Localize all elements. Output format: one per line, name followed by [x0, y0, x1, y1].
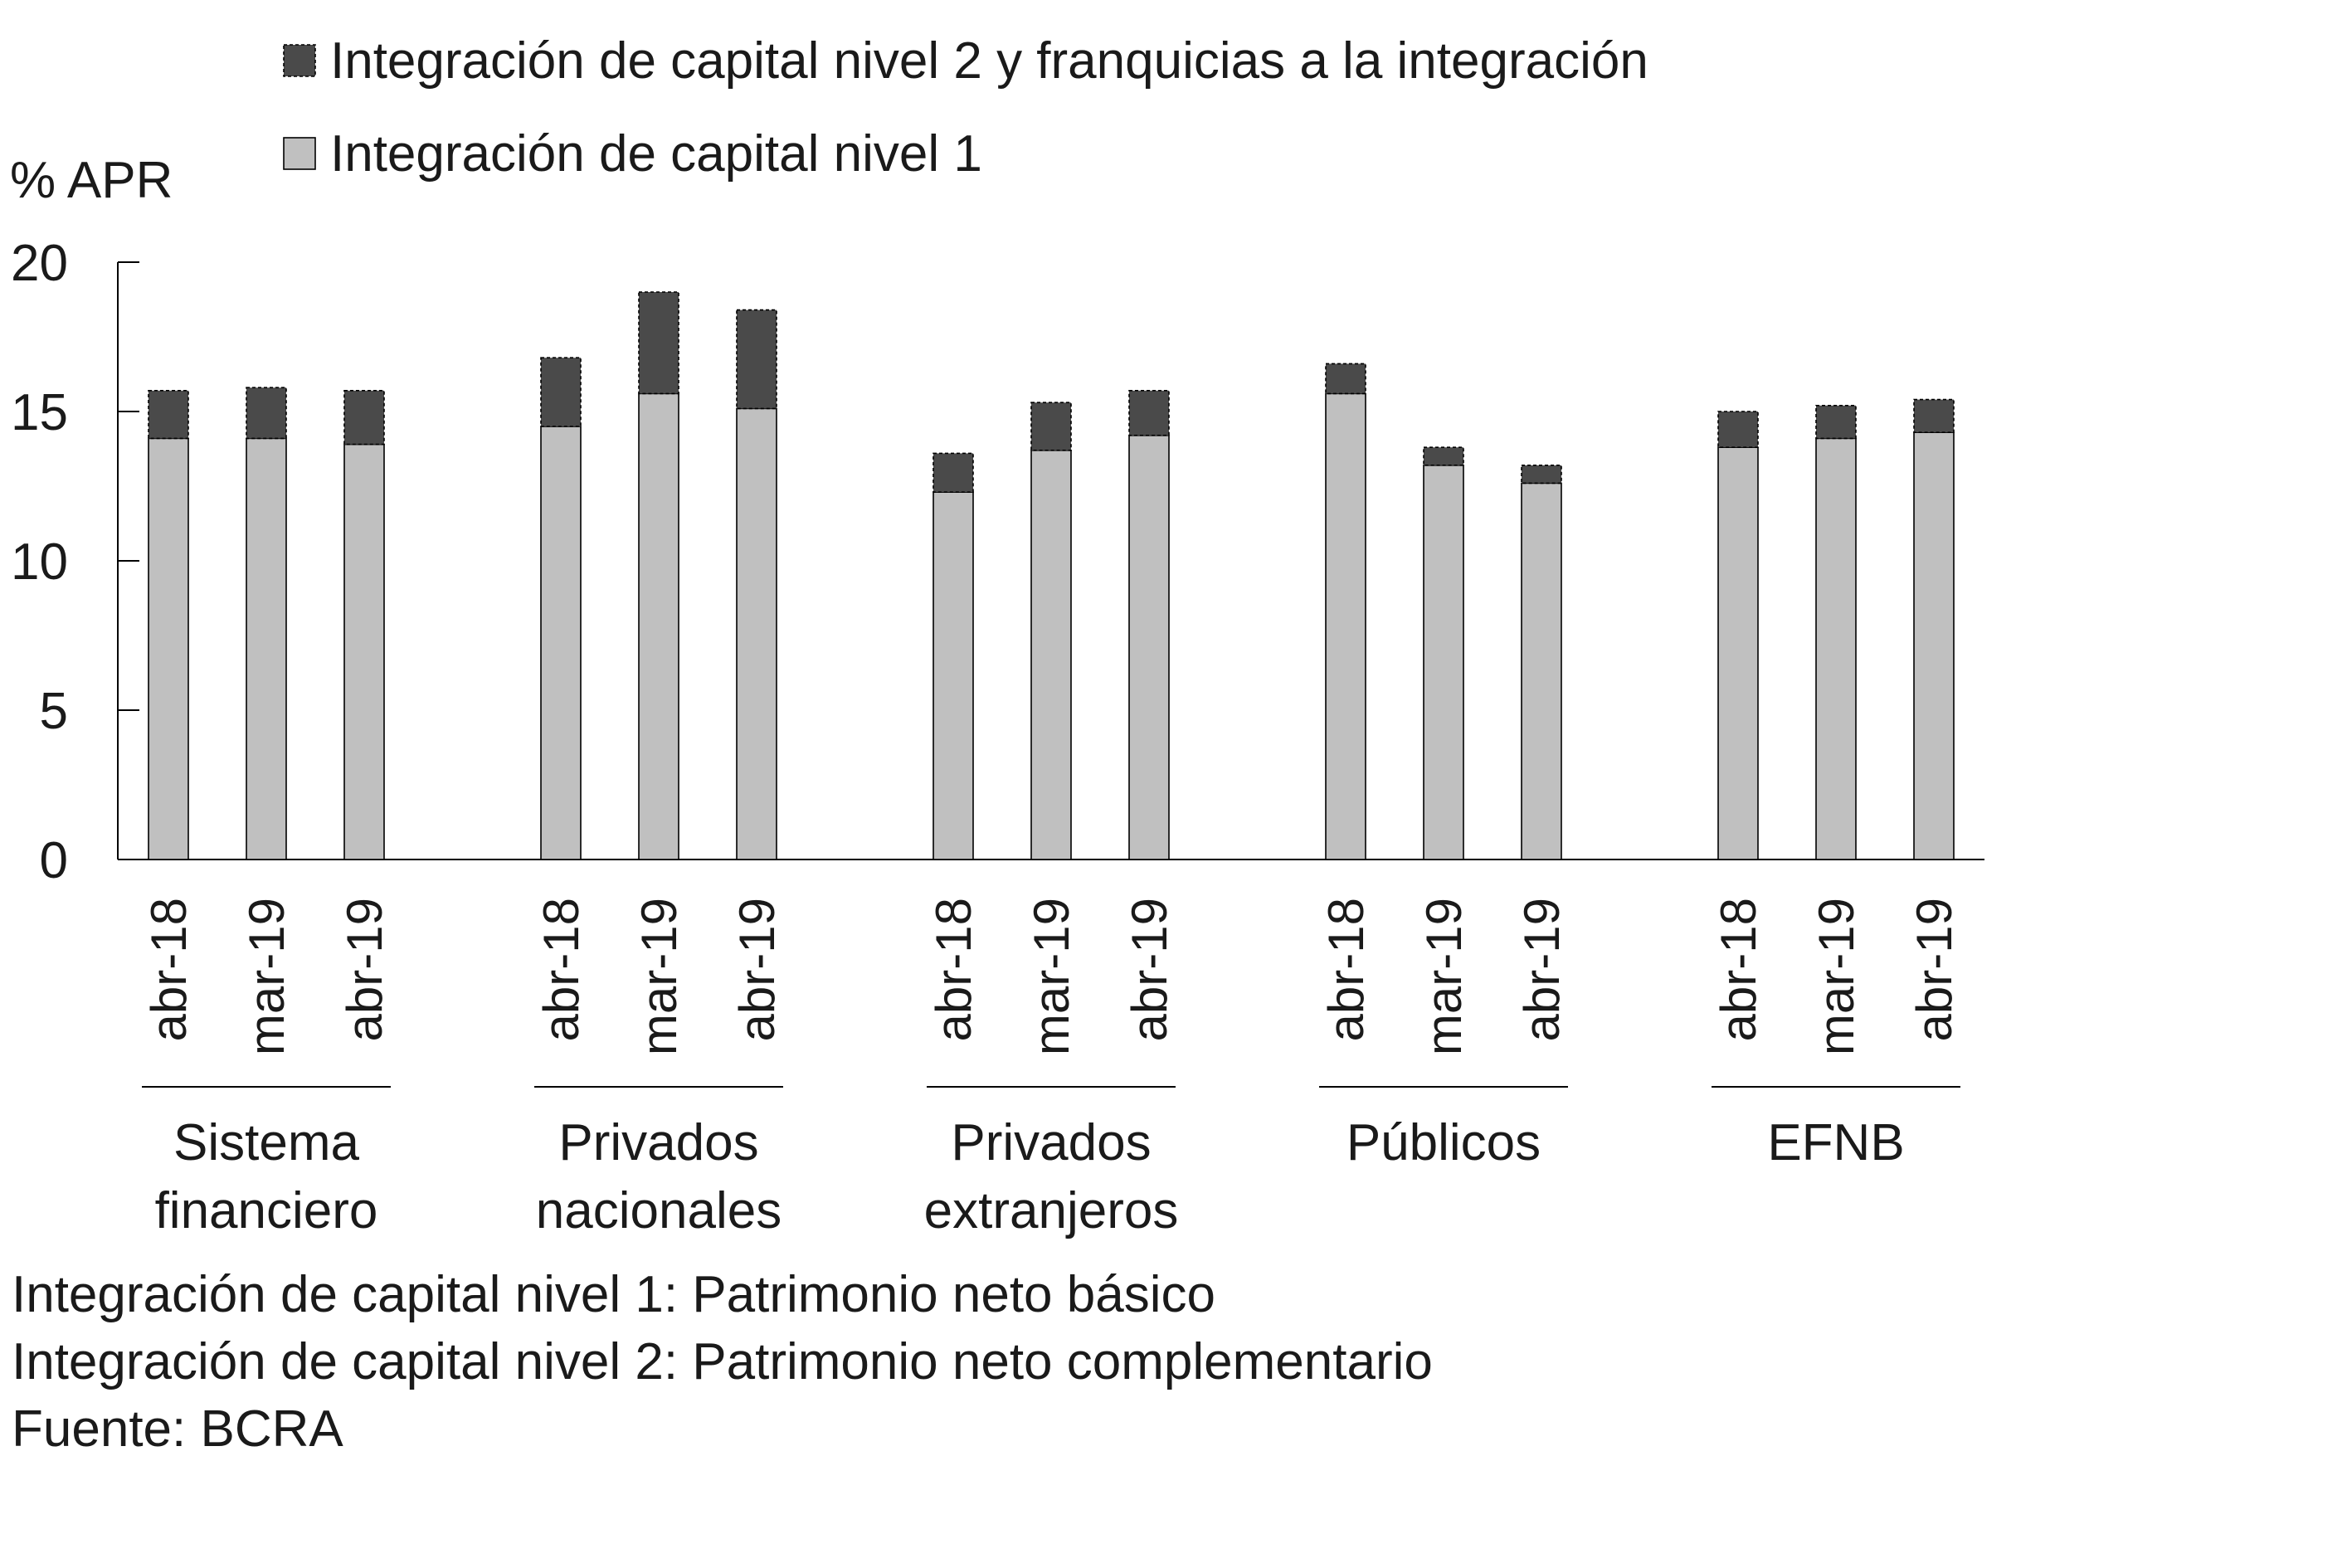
bar-nivel-1	[736, 407, 777, 860]
x-tick-label: abr-19	[1514, 898, 1570, 1041]
group-label: financiero	[155, 1182, 378, 1239]
x-tick-label: mar-19	[631, 898, 687, 1055]
group-label: nacionales	[536, 1182, 782, 1239]
bar-nivel-2	[1423, 446, 1464, 466]
bar-nivel-2	[1815, 404, 1857, 440]
legend-label: Integración de capital nivel 2 y franqui…	[330, 32, 1648, 90]
bar-nivel-1	[933, 491, 974, 860]
y-tick-label: 20	[11, 235, 68, 292]
bar-nivel-2	[246, 387, 287, 440]
bar-nivel-1	[343, 443, 385, 860]
x-tick-label: abr-18	[926, 898, 981, 1041]
y-tick-label: 15	[11, 384, 68, 441]
bar-nivel-1	[148, 437, 189, 860]
x-tick-label: abr-19	[1122, 898, 1177, 1041]
legend-swatch	[283, 44, 316, 77]
x-axis-labels: abr-18 mar-19 abr-19 abr-18 mar-19 abr-19 abr-…	[141, 898, 1962, 1055]
group-label: extranjeros	[924, 1182, 1179, 1239]
bar-nivel-2	[1030, 402, 1072, 451]
bar-nivel-1	[1717, 446, 1759, 860]
x-tick-label: abr-18	[1711, 898, 1766, 1041]
legend-swatch	[283, 137, 316, 170]
group-label: Sistema	[173, 1114, 359, 1171]
y-tick-label: 10	[11, 533, 68, 591]
x-tick-label: abr-18	[1318, 898, 1374, 1041]
bar-nivel-2	[1521, 464, 1562, 485]
group-label: EFNB	[1767, 1114, 1904, 1171]
x-tick-label: mar-19	[1024, 898, 1079, 1055]
y-axis-label: % APR	[10, 152, 173, 209]
bar-nivel-1	[1913, 431, 1955, 860]
x-tick-label: abr-18	[141, 898, 197, 1041]
bar-nivel-2	[933, 452, 974, 494]
bar-nivel-1	[246, 437, 287, 860]
bar-nivel-1	[1128, 434, 1170, 860]
bar-nivel-2	[148, 389, 189, 440]
bar-nivel-2	[540, 357, 582, 427]
bar-nivel-2	[736, 309, 777, 410]
group-labels: Sistema financiero Privados nacionales Priva…	[142, 1086, 1960, 1239]
x-tick-label: abr-19	[337, 898, 392, 1041]
source-note: Fuente: BCRA	[12, 1400, 343, 1458]
bar-nivel-2	[343, 389, 385, 446]
x-tick-label: abr-18	[533, 898, 589, 1041]
bar-nivel-1	[1325, 392, 1366, 860]
bar-nivel-1	[1815, 437, 1857, 860]
legend: Integración de capital nivel 2 y franqui…	[283, 32, 1648, 183]
legend-label: Integración de capital nivel 1	[330, 125, 982, 183]
note-nivel-2: Integración de capital nivel 2: Patrimon…	[12, 1333, 1433, 1390]
bar-nivel-1	[1521, 482, 1562, 860]
x-tick-label: mar-19	[239, 898, 295, 1055]
y-axis: 0 5 10 15 20	[11, 235, 1984, 889]
x-tick-label: abr-19	[1906, 898, 1962, 1041]
bars	[148, 291, 1955, 860]
x-tick-label: abr-19	[729, 898, 785, 1041]
bar-nivel-2	[1717, 411, 1759, 449]
bar-nivel-1	[1030, 449, 1072, 860]
bar-nivel-1	[638, 392, 679, 860]
y-tick-label: 5	[40, 683, 68, 740]
group-label: Privados	[558, 1114, 758, 1171]
group-label: Públicos	[1346, 1114, 1541, 1171]
x-tick-label: mar-19	[1416, 898, 1472, 1055]
bar-nivel-2	[1913, 398, 1955, 434]
bar-nivel-2	[1128, 389, 1170, 436]
x-tick-label: mar-19	[1809, 898, 1864, 1055]
bar-nivel-2	[638, 291, 679, 395]
chart-notes: Integración de capital nivel 1: Patrimon…	[12, 1261, 1433, 1463]
y-tick-label: 0	[40, 832, 68, 889]
group-label: Privados	[951, 1114, 1151, 1171]
bar-nivel-1	[540, 426, 582, 860]
bar-nivel-1	[1423, 464, 1464, 860]
bar-nivel-2	[1325, 363, 1366, 395]
note-nivel-1: Integración de capital nivel 1: Patrimon…	[12, 1266, 1215, 1323]
